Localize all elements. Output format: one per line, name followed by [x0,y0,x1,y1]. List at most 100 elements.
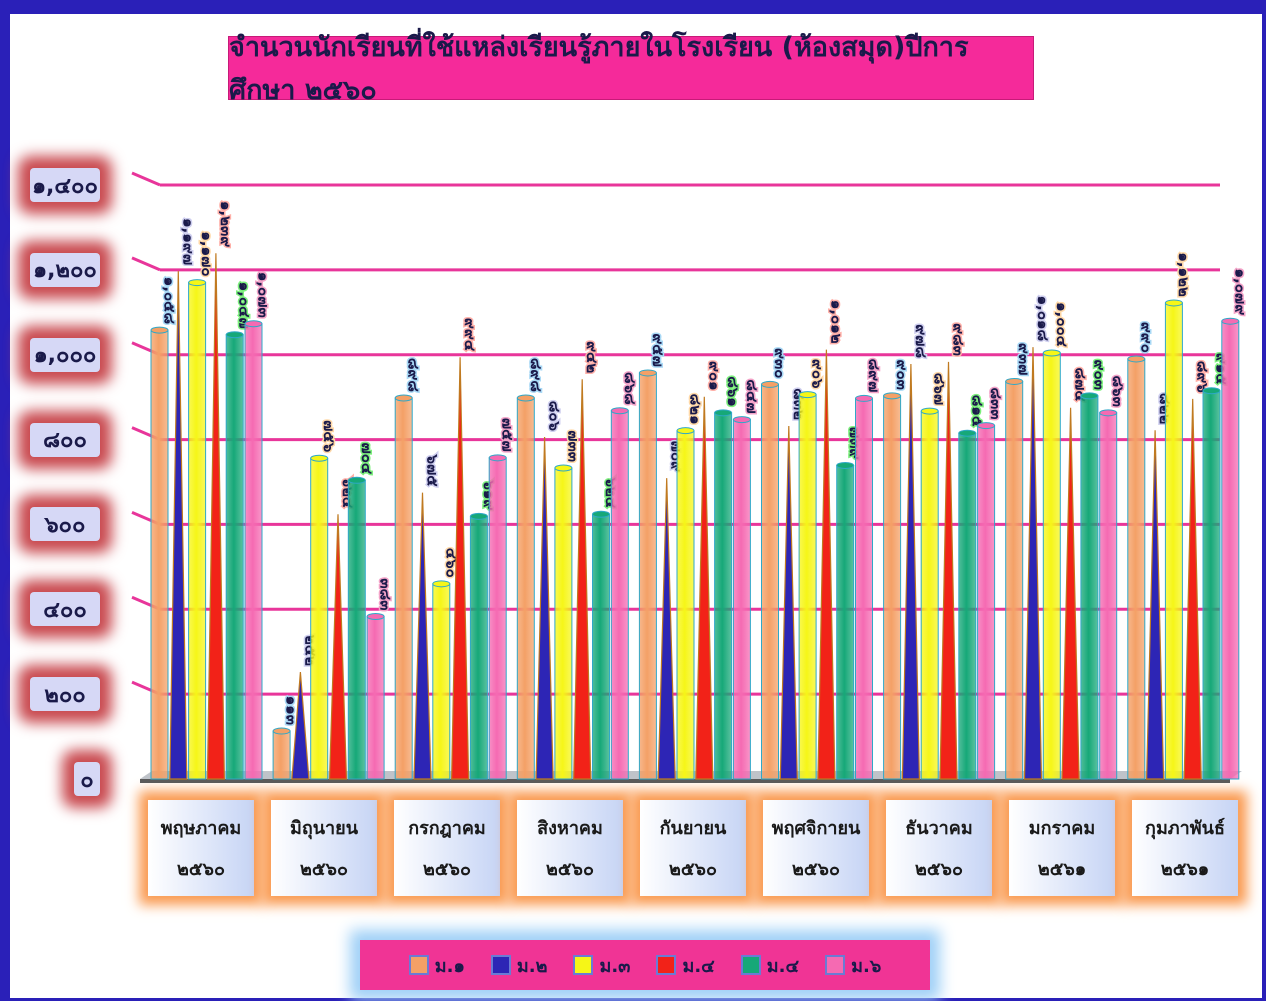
bar-2-7 [1042,349,1061,780]
x-category-label: พฤศจิกายน ๒๕๖๐ [763,800,869,896]
x-category-year: ๒๕๖๐ [300,859,348,880]
bar-4-7 [1080,392,1099,780]
data-label: ๗๐๔ [358,443,376,475]
bar-0-3 [516,394,535,780]
x-category-month: ธันวาคม [905,818,973,839]
bar-0-7 [1005,377,1024,780]
data-label: ๑,๑๒๒ [1175,252,1193,297]
y-tick-label: ๑,๔๐๐ [30,168,100,202]
data-label: ๘๖๘ [621,372,639,405]
y-tick-label: ๑,๐๐๐ [30,337,100,372]
x-category-month: กรกฎาคม [408,818,486,839]
bar-5-0 [244,320,263,780]
y-tick-label: ๖๐๐ [30,507,100,542]
bar-0-0 [150,326,169,780]
bar-4-2 [469,512,488,780]
legend-label: ม.๔ [682,955,715,977]
legend-label: ม.๒ [516,955,548,977]
bar-5-7 [1099,409,1118,780]
data-label: ๘๙๗ [865,359,883,393]
x-category-year: ๒๕๖๑ [1037,859,1087,880]
bar-1-4 [657,478,676,780]
bar-3-0 [206,253,226,780]
bar-1-0 [169,271,188,780]
bar-4-5 [836,461,855,780]
data-label: ๙๔๒ [583,341,601,373]
x-category-label: พฤษภาคม ๒๕๖๐ [148,800,254,896]
data-label: ๘๖๗ [931,373,949,405]
x-category-month: สิงหาคม [537,818,603,839]
data-label: ๙๐๑ [705,361,723,391]
bar-2-4 [676,427,695,780]
x-category-year: ๒๕๖๐ [423,859,471,880]
bar-2-0 [188,279,207,780]
bar-5-3 [610,407,629,780]
bar-1-8 [1145,430,1165,780]
data-label: ๓๘๓ [377,578,395,610]
bar-3-2 [450,357,470,780]
bar-5-4 [732,416,751,780]
bar-3-6 [939,361,958,780]
bar-2-8 [1164,299,1183,780]
data-label: ๙๓๐ [771,348,789,378]
x-category-month: กุมภาพันธ์ [1145,818,1225,839]
legend-swatch [408,955,429,975]
bar-3-8 [1183,398,1202,780]
data-label: ๗๕๖ [320,420,338,453]
x-category-year: ๒๕๖๐ [669,859,717,880]
legend-item: ม.๔ [740,951,799,980]
data-label: ๖๗๕ [424,453,442,487]
bar-1-2 [413,492,432,780]
bar-0-2 [394,394,413,780]
x-category-month: มกราคม [1028,818,1096,839]
legend-label: ม.๖ [851,955,882,977]
data-label: ๘๔๗ [743,379,761,413]
data-label: ๘๖๑ [724,376,742,407]
data-label: ๙๘๓ [950,323,968,356]
x-category-month: พฤษภาคม [160,818,242,839]
x-category-label: กุมภาพันธ์๒๕๖๑ [1132,800,1238,896]
x-category-label: กรกฎาคม๒๕๖๐ [394,800,500,896]
x-category-label: สิงหาคม ๒๕๖๐ [517,800,623,896]
bar-0-8 [1127,355,1146,780]
x-category-year: ๒๕๖๑ [1160,859,1210,880]
x-category-label: กันยายน ๒๕๖๐ [640,800,746,896]
bar-1-5 [779,425,798,780]
y-tick-label: ๑,๒๐๐ [30,252,100,287]
bar-4-6 [958,429,977,780]
y-tick-label: ๔๐๐ [30,592,100,627]
data-label: ๘๓๓ [987,387,1005,419]
y-tick-label: ๘๐๐ [30,422,100,457]
legend-swatch [740,955,761,975]
legend-swatch [573,955,594,975]
bar-3-4 [695,396,714,780]
bar-2-6 [920,407,939,780]
bar-0-6 [883,392,902,780]
x-category-label: มิถุนายน๒๕๖๐ [271,800,377,896]
data-label: ๘๙๖ [1194,361,1212,394]
bar-4-4 [714,409,733,780]
legend-label: ม.๑ [434,955,465,977]
data-label: ๘๖๓ [1109,375,1127,406]
legend-label: ม.๓ [599,955,631,977]
data-label: ๑,๐๕๘ [161,277,179,325]
bar-2-1 [310,454,329,780]
bar-4-1 [347,476,366,780]
bar-4-8 [1202,387,1221,780]
legend-swatch [656,955,677,975]
bar-2-5 [798,391,817,780]
data-label: ๙๙๔ [461,318,479,352]
data-label: ๑,๐๐๔ [1053,302,1071,348]
legend-item: ม.๔ [656,951,715,980]
data-label: ๙๙๐ [1137,322,1155,353]
data-label: ๙๕๗ [649,333,667,367]
data-label: ๑,๐๗๓ [255,272,273,318]
y-tick-label: ๐ [74,762,100,796]
bar-1-7 [1023,347,1043,780]
data-label: ๘๐๖ [546,401,564,432]
data-label: ๑,๐๑๘ [1034,296,1052,342]
bar-3-1 [328,514,348,780]
data-label: ๗๕๗ [499,418,517,452]
x-category-month: มิถุนายน [289,818,359,839]
